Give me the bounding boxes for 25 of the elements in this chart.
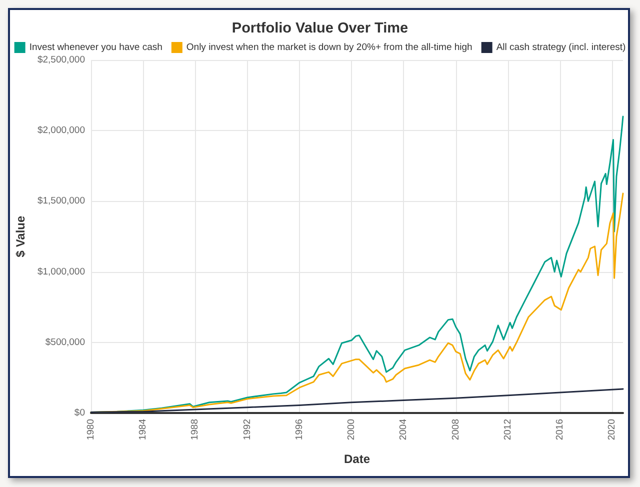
chart-title: Portfolio Value Over Time xyxy=(232,20,408,36)
legend-label: Invest whenever you have cash xyxy=(29,42,162,53)
x-tick-label: 2000 xyxy=(346,419,358,440)
legend-label: All cash strategy (incl. interest) xyxy=(496,42,626,53)
x-tick-label: 2012 xyxy=(502,419,514,440)
y-tick-label: $0 xyxy=(74,408,85,418)
y-tick-label: $1,000,000 xyxy=(37,266,85,278)
y-tick-label: $1,500,000 xyxy=(37,196,85,207)
y-tick-label: $2,500,000 xyxy=(37,54,85,66)
x-tick-label: 2008 xyxy=(450,419,462,440)
x-tick-label: 1980 xyxy=(86,419,96,440)
y-tick-label: $500,000 xyxy=(45,336,85,348)
x-tick-label: 1992 xyxy=(242,419,253,440)
line-series xyxy=(90,388,624,414)
x-axis-title: Date xyxy=(344,452,370,466)
x-tick-label: 2020 xyxy=(606,419,618,440)
x-tick-label: 1988 xyxy=(190,419,201,440)
x-tick-label: 1996 xyxy=(294,419,305,440)
x-tick-label: 2016 xyxy=(554,419,566,440)
legend-label: Only invest when the market is down by 20%+ from the all-time high xyxy=(186,42,472,53)
x-tick-label: 2004 xyxy=(398,419,410,440)
x-tick-label: 1984 xyxy=(138,419,149,440)
y-axis-title: $ Value xyxy=(14,216,28,258)
y-tick-label: $2,000,000 xyxy=(37,125,85,136)
line-series xyxy=(90,192,624,414)
